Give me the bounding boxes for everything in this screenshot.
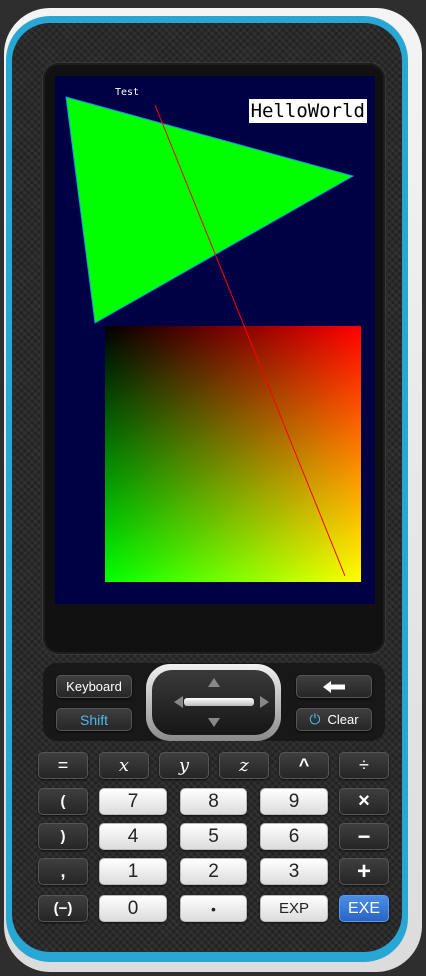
key-multiply-label: × xyxy=(358,790,370,812)
directional-pad[interactable] xyxy=(146,664,281,741)
key-negative[interactable]: (−) xyxy=(38,895,88,922)
key-plus[interactable]: + xyxy=(339,858,389,885)
key-8[interactable]: 8 xyxy=(180,788,247,815)
key-decimal[interactable]: • xyxy=(180,895,247,922)
screen-graphics xyxy=(65,96,355,577)
key-z[interactable]: z xyxy=(219,752,269,779)
key-divide[interactable]: ÷ xyxy=(339,752,389,779)
key-y[interactable]: y xyxy=(159,752,209,779)
dpad-select-bar[interactable] xyxy=(184,698,254,706)
key-6-label: 6 xyxy=(288,825,300,847)
key-minus-label: − xyxy=(357,823,371,849)
backspace-button[interactable] xyxy=(296,675,372,698)
key-6[interactable]: 6 xyxy=(260,823,328,850)
key-9[interactable]: 9 xyxy=(260,788,328,815)
key-exe-label: EXE xyxy=(347,899,380,917)
shift-button[interactable]: Shift xyxy=(56,708,132,731)
screen-test-label: Test xyxy=(115,87,140,98)
dpad-center xyxy=(152,670,275,735)
key-multiply[interactable]: × xyxy=(339,788,389,815)
key-1[interactable]: 1 xyxy=(99,858,167,885)
key-0-label: 0 xyxy=(127,897,139,919)
screen-title-label: HelloWorld xyxy=(248,99,367,123)
key-comma[interactable]: , xyxy=(38,858,88,885)
clear-button-label: Clear xyxy=(327,712,359,727)
green-triangle xyxy=(65,96,355,324)
key-equals[interactable]: = xyxy=(38,752,88,779)
key-power-label: ^ xyxy=(298,755,310,775)
key-open-paren-label: ( xyxy=(60,793,66,810)
keyboard-button-label: Keyboard xyxy=(66,679,122,694)
dpad-up-arrow-icon[interactable] xyxy=(208,678,220,687)
key-exe[interactable]: EXE xyxy=(339,895,389,922)
key-open-paren[interactable]: ( xyxy=(38,788,88,815)
dpad-right-arrow-icon[interactable] xyxy=(260,696,269,708)
key-5-label: 5 xyxy=(208,825,219,847)
keyboard-button[interactable]: Keyboard xyxy=(56,675,132,698)
key-x[interactable]: x xyxy=(99,752,149,779)
key-x-label: x xyxy=(118,755,130,776)
key-negative-label: (−) xyxy=(53,900,73,917)
color-gradient-square xyxy=(105,326,361,582)
red-diagonal-line xyxy=(154,104,346,577)
key-3[interactable]: 3 xyxy=(260,858,328,885)
key-8-label: 8 xyxy=(208,790,219,812)
key-7[interactable]: 7 xyxy=(99,788,167,815)
key-4[interactable]: 4 xyxy=(99,823,167,850)
shift-button-label: Shift xyxy=(79,711,108,728)
key-divide-label: ÷ xyxy=(359,755,369,775)
key-close-paren-label: ) xyxy=(60,828,66,845)
key-z-label: z xyxy=(239,755,249,776)
key-decimal-label: • xyxy=(211,900,216,917)
dpad-left-arrow-icon[interactable] xyxy=(174,696,183,708)
dpad-down-arrow-icon[interactable] xyxy=(208,718,220,727)
key-7-label: 7 xyxy=(127,790,139,812)
key-2-label: 2 xyxy=(208,860,219,882)
key-power[interactable]: ^ xyxy=(279,752,329,779)
key-minus[interactable]: − xyxy=(339,823,389,850)
key-1-label: 1 xyxy=(127,860,139,882)
left-arrow-icon xyxy=(323,680,345,693)
key-0[interactable]: 0 xyxy=(99,895,167,922)
key-3-label: 3 xyxy=(288,860,300,882)
clear-button[interactable]: ⏻ Clear xyxy=(296,708,372,731)
key-2[interactable]: 2 xyxy=(180,858,247,885)
key-exp[interactable]: EXP xyxy=(260,895,328,922)
display-screen[interactable]: Test HelloWorld xyxy=(55,76,375,604)
key-exp-label: EXP xyxy=(278,900,309,917)
key-close-paren[interactable]: ) xyxy=(38,823,88,850)
key-plus-label: + xyxy=(356,857,371,885)
key-comma-label: , xyxy=(60,861,66,881)
key-y-label: y xyxy=(178,755,190,776)
key-4-label: 4 xyxy=(127,825,139,847)
power-icon: ⏻ xyxy=(309,711,321,727)
key-equals-label: = xyxy=(57,755,69,775)
key-9-label: 9 xyxy=(288,790,300,812)
key-5[interactable]: 5 xyxy=(180,823,247,850)
